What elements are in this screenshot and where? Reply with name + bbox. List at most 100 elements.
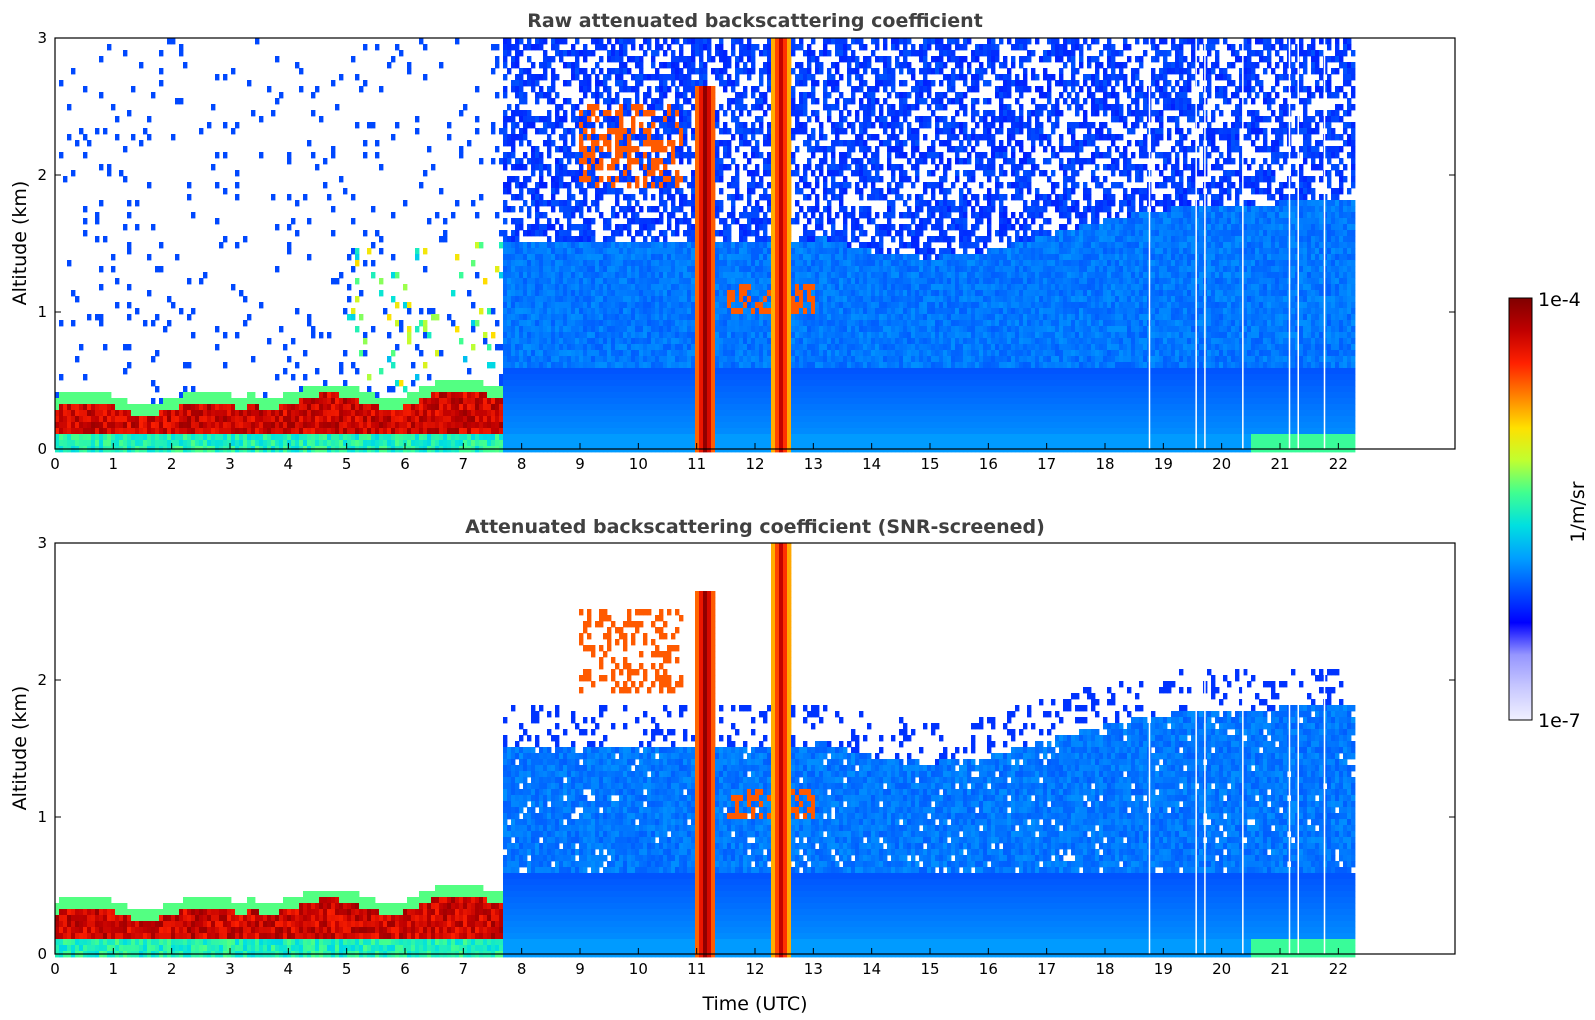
heatmap-cell bbox=[655, 254, 659, 260]
heatmap-cell bbox=[107, 164, 111, 170]
heatmap-cell bbox=[135, 308, 139, 314]
heatmap-cell bbox=[635, 80, 639, 86]
heatmap-cell bbox=[135, 422, 139, 428]
heatmap-cell bbox=[555, 278, 559, 284]
heatmap-cell bbox=[523, 302, 527, 308]
heatmap-cell bbox=[651, 392, 655, 398]
heatmap-cell bbox=[351, 314, 355, 320]
heatmap-cell bbox=[627, 392, 631, 398]
heatmap-cell bbox=[615, 374, 619, 380]
heatmap-cell bbox=[659, 392, 663, 398]
heatmap-cell bbox=[671, 212, 675, 218]
heatmap-cell bbox=[647, 260, 651, 266]
heatmap-cell bbox=[299, 428, 303, 434]
heatmap-cell bbox=[75, 410, 79, 416]
heatmap-cell bbox=[667, 380, 671, 386]
heatmap-cell bbox=[639, 206, 643, 212]
heatmap-cell bbox=[431, 164, 435, 170]
heatmap-cell bbox=[263, 428, 267, 434]
heatmap-cell bbox=[547, 272, 551, 278]
heatmap-cell bbox=[567, 314, 571, 320]
heatmap-cell bbox=[191, 212, 195, 218]
heatmap-cell bbox=[315, 440, 319, 446]
heatmap-cell bbox=[643, 392, 647, 398]
heatmap-cell bbox=[631, 404, 635, 410]
heatmap-cell bbox=[611, 164, 615, 170]
heatmap-cell bbox=[635, 296, 639, 302]
heatmap-cell bbox=[507, 368, 511, 374]
heatmap-cell bbox=[591, 380, 595, 386]
heatmap-cell bbox=[511, 422, 515, 428]
heatmap-cell bbox=[379, 164, 383, 170]
heatmap-cell bbox=[583, 278, 587, 284]
heatmap-cell bbox=[607, 374, 611, 380]
heatmap-cell bbox=[539, 344, 543, 350]
heatmap-cell bbox=[175, 428, 179, 434]
heatmap-cell bbox=[611, 440, 615, 446]
heatmap-cell bbox=[603, 410, 607, 416]
heatmap-cell bbox=[195, 398, 199, 404]
heatmap-cell bbox=[587, 302, 591, 308]
heatmap-cell bbox=[599, 416, 603, 422]
heatmap-cell bbox=[499, 374, 503, 380]
heatmap-cell bbox=[591, 50, 595, 56]
heatmap-cell bbox=[455, 410, 459, 416]
heatmap-cell bbox=[639, 230, 643, 236]
heatmap-cell bbox=[315, 86, 319, 92]
heatmap-cell bbox=[619, 116, 623, 122]
heatmap-cell bbox=[503, 86, 507, 92]
heatmap-cell bbox=[531, 362, 535, 368]
heatmap-cell bbox=[351, 398, 355, 404]
heatmap-cell bbox=[671, 392, 675, 398]
heatmap-cell bbox=[235, 416, 239, 422]
heatmap-cell bbox=[651, 434, 655, 440]
heatmap-cell bbox=[511, 152, 515, 158]
heatmap-cell bbox=[203, 410, 207, 416]
heatmap-cell bbox=[215, 428, 219, 434]
heatmap-cell bbox=[75, 398, 79, 404]
heatmap-cell bbox=[371, 326, 375, 332]
heatmap-cell bbox=[603, 440, 607, 446]
heatmap-cell bbox=[507, 422, 511, 428]
heatmap-cell bbox=[671, 254, 675, 260]
heatmap-cell bbox=[479, 308, 483, 314]
heatmap-cell bbox=[535, 146, 539, 152]
heatmap-cell bbox=[651, 410, 655, 416]
heatmap-cell bbox=[63, 392, 67, 398]
heatmap-cell bbox=[527, 254, 531, 260]
heatmap-cell bbox=[623, 434, 627, 440]
heatmap-cell bbox=[643, 356, 647, 362]
heatmap-cell bbox=[567, 260, 571, 266]
heatmap-cell bbox=[171, 134, 175, 140]
heatmap-cell bbox=[563, 38, 567, 44]
heatmap-cell bbox=[563, 152, 567, 158]
heatmap-cell bbox=[503, 188, 507, 194]
heatmap-cell bbox=[511, 44, 515, 50]
heatmap-cell bbox=[551, 398, 555, 404]
heatmap-cell bbox=[599, 434, 603, 440]
heatmap-cell bbox=[683, 176, 687, 182]
heatmap-cell bbox=[103, 392, 107, 398]
heatmap-cell bbox=[663, 308, 667, 314]
heatmap-cell bbox=[555, 290, 559, 296]
heatmap-cell bbox=[591, 320, 595, 326]
heatmap-cell bbox=[535, 278, 539, 284]
heatmap-cell bbox=[519, 434, 523, 440]
heatmap-cell bbox=[563, 230, 567, 236]
heatmap-cell bbox=[619, 242, 623, 248]
heatmap-cell bbox=[639, 416, 643, 422]
heatmap-cell bbox=[483, 392, 487, 398]
heatmap-cell bbox=[383, 410, 387, 416]
heatmap-cell bbox=[471, 200, 475, 206]
heatmap-cell bbox=[635, 62, 639, 68]
heatmap-cell bbox=[635, 326, 639, 332]
heatmap-cell bbox=[567, 254, 571, 260]
heatmap-cell bbox=[659, 254, 663, 260]
heatmap-cell bbox=[339, 416, 343, 422]
heatmap-cell bbox=[487, 392, 491, 398]
heatmap-cell bbox=[515, 290, 519, 296]
heatmap-cell bbox=[447, 380, 451, 386]
heatmap-cell bbox=[591, 392, 595, 398]
heatmap-cell bbox=[531, 422, 535, 428]
figure: Raw attenuated backscattering coefficien… bbox=[0, 0, 1595, 1020]
